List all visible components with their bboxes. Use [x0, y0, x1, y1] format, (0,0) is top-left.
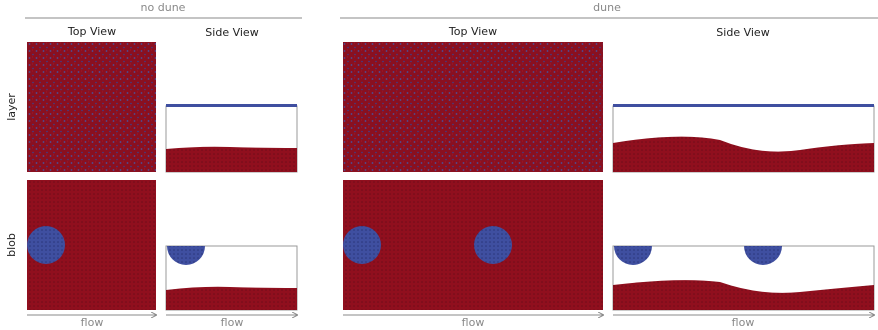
axis-label: flow — [462, 316, 485, 329]
column-title: Top View — [67, 25, 116, 38]
column-title: Side View — [205, 26, 258, 39]
group-title: dune — [593, 1, 621, 14]
layer — [613, 104, 874, 107]
top-view — [343, 180, 603, 310]
panels — [27, 42, 874, 310]
axis-label: flow — [81, 316, 104, 329]
axis-label: flow — [221, 316, 244, 329]
blob — [474, 226, 512, 264]
column-title: Top View — [448, 25, 497, 38]
column-title: Side View — [716, 26, 769, 39]
figure: no dune dune Top View Side View Top View… — [0, 0, 878, 330]
blob — [343, 226, 381, 264]
group-title: no dune — [141, 1, 186, 14]
top-view — [27, 42, 156, 172]
blob — [27, 226, 65, 264]
flow-axes: flow flow flow flow — [27, 315, 874, 329]
layer — [166, 104, 297, 107]
row-title: layer — [5, 93, 18, 121]
row-title: blob — [5, 233, 18, 257]
sediment — [166, 287, 297, 310]
sediment — [166, 147, 297, 172]
axis-label: flow — [732, 316, 755, 329]
top-view — [343, 42, 603, 172]
